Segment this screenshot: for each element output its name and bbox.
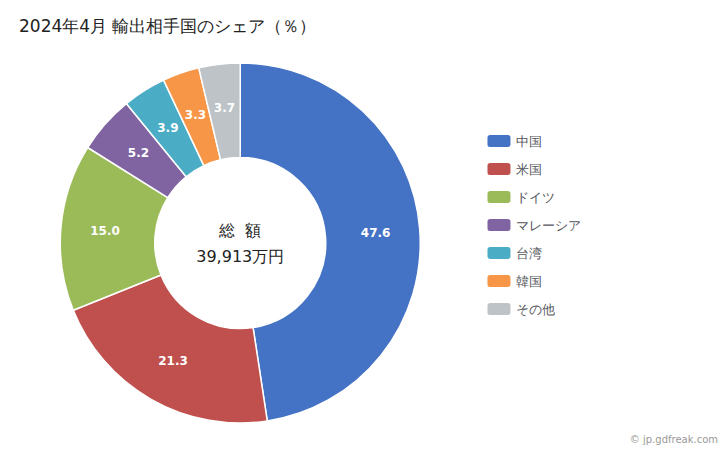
svg-text:47.6: 47.6 <box>361 226 391 240</box>
svg-text:マレーシア: マレーシア <box>516 218 581 233</box>
svg-text:3.7: 3.7 <box>214 101 235 115</box>
svg-text:中国: 中国 <box>516 134 542 149</box>
svg-text:5.2: 5.2 <box>128 146 149 160</box>
svg-text:米国: 米国 <box>516 162 542 177</box>
svg-text:© jp.gdfreak.com: © jp.gdfreak.com <box>630 434 718 445</box>
svg-text:3.3: 3.3 <box>185 108 206 122</box>
svg-text:15.0: 15.0 <box>90 224 120 238</box>
svg-text:韓国: 韓国 <box>516 274 542 289</box>
svg-text:39,913万円: 39,913万円 <box>196 247 284 266</box>
svg-text:総 額: 総 額 <box>218 221 261 240</box>
svg-text:3.9: 3.9 <box>157 121 178 135</box>
svg-text:21.3: 21.3 <box>158 354 188 368</box>
svg-text:台湾: 台湾 <box>516 246 542 261</box>
svg-text:その他: その他 <box>516 302 555 317</box>
svg-text:ドイツ: ドイツ <box>516 190 555 205</box>
svg-text:2024年4月 輸出相手国のシェア（％）: 2024年4月 輸出相手国のシェア（％） <box>19 16 316 36</box>
